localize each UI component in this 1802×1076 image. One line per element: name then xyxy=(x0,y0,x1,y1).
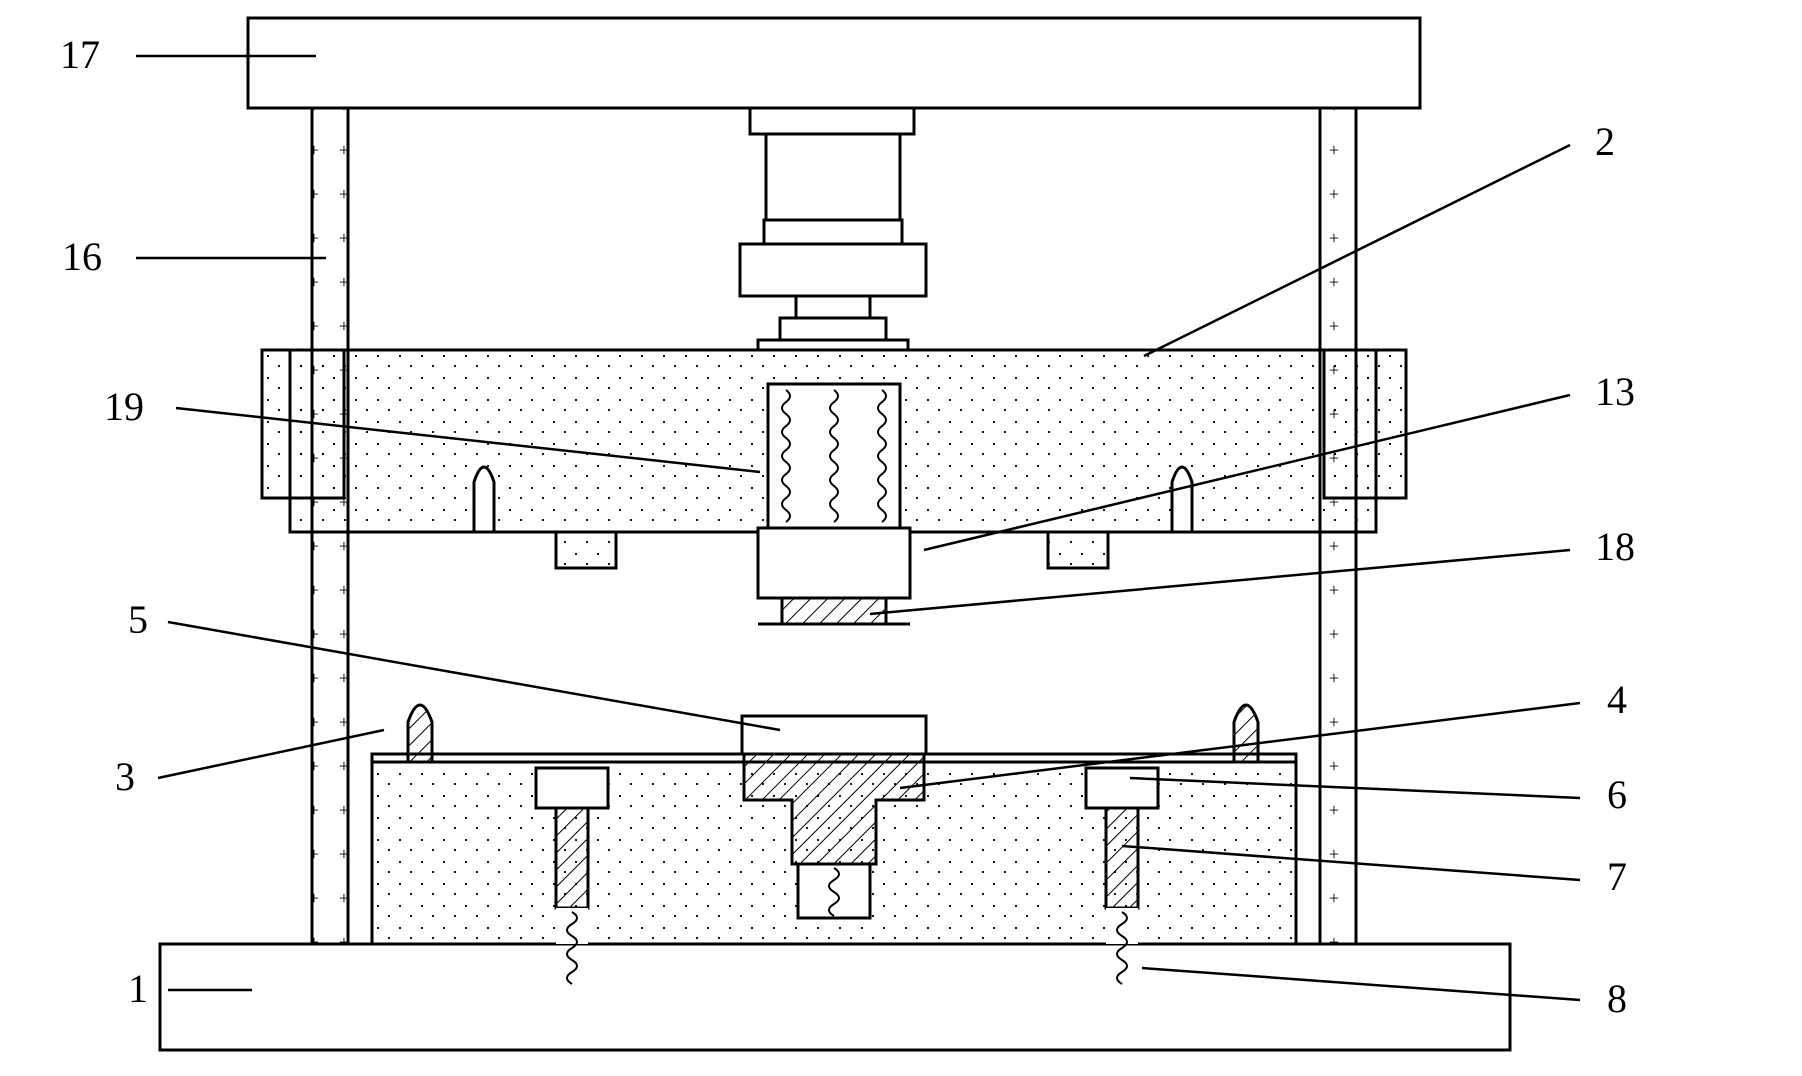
label-8: 8 xyxy=(1607,976,1627,1021)
label-6: 6 xyxy=(1607,772,1627,817)
engineering-drawing: + xyxy=(0,0,1802,1076)
label-4: 4 xyxy=(1607,677,1627,722)
top-plate xyxy=(248,18,1420,108)
label-7: 7 xyxy=(1607,854,1627,899)
pad-18 xyxy=(782,598,886,624)
stripper-block xyxy=(758,528,910,598)
label-2: 2 xyxy=(1595,119,1615,164)
upper-pin-left xyxy=(474,467,494,532)
label-19: 19 xyxy=(104,384,144,429)
base-plate xyxy=(160,944,1510,1050)
label-3: 3 xyxy=(115,754,135,799)
label-1: 1 xyxy=(128,966,148,1011)
guide-pin-right xyxy=(1234,705,1258,762)
leader-ln5 xyxy=(168,622,780,730)
label-16: 16 xyxy=(62,234,102,279)
label-5: 5 xyxy=(128,597,148,642)
leader-ln3 xyxy=(158,730,384,778)
lower-die xyxy=(372,705,1296,984)
label-13: 13 xyxy=(1595,369,1635,414)
label-17: 17 xyxy=(60,32,100,77)
leader-ln18 xyxy=(870,550,1570,614)
guide-pin-left xyxy=(408,705,432,762)
assembly xyxy=(160,18,1510,1050)
label-18: 18 xyxy=(1595,524,1635,569)
upper-pin-right xyxy=(1172,467,1192,532)
press-actuator xyxy=(740,108,926,350)
